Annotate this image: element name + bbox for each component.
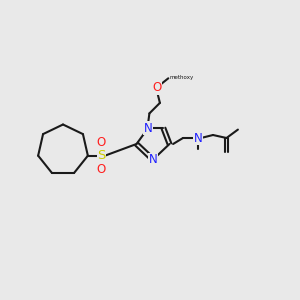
- Text: O: O: [97, 136, 106, 149]
- Text: O: O: [97, 163, 106, 176]
- Text: S: S: [97, 149, 106, 162]
- Text: N: N: [143, 122, 152, 135]
- Text: O: O: [152, 81, 161, 94]
- Text: methoxy: methoxy: [170, 75, 194, 80]
- Text: N: N: [194, 131, 202, 145]
- Text: N: N: [148, 153, 158, 166]
